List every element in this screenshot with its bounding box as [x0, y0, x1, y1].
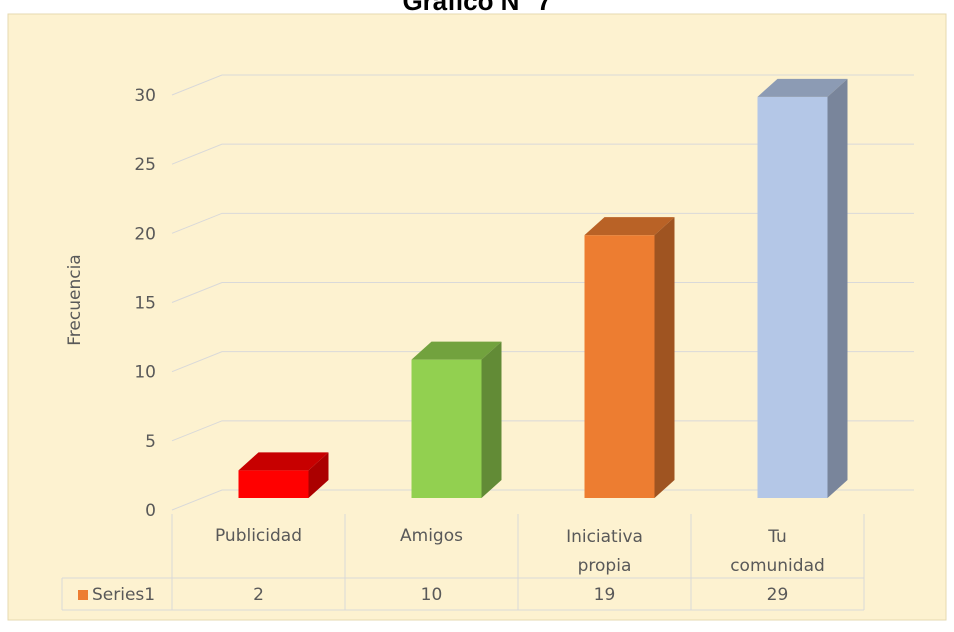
category-label: Tu comunidad: [730, 527, 825, 576]
gridline: [171, 143, 914, 165]
data-table: Series1 2 10 19 29: [61, 514, 865, 611]
table-value: 19: [594, 585, 616, 605]
bar-top-face: [238, 452, 329, 471]
gridline: [171, 420, 914, 442]
bar-side-face: [827, 78, 848, 498]
y-tick-label: 0: [145, 501, 156, 521]
bar-front-face: [411, 359, 482, 498]
bar-top-face: [757, 78, 848, 97]
table-value: 10: [421, 585, 443, 605]
y-tick-label: 25: [134, 155, 156, 175]
category-label: Amigos: [400, 526, 463, 546]
chart-title: Gráfico N° 7: [402, 0, 551, 16]
gridline: [171, 212, 914, 234]
y-tick-label: 20: [134, 224, 156, 244]
bar-top-face: [584, 217, 675, 236]
bar: [584, 217, 675, 498]
category-label: Iniciativa propia: [566, 527, 643, 576]
bars: [238, 78, 848, 498]
y-tick-labels: 0 5 10 15 20 25 30: [134, 86, 156, 521]
bar-side-face: [308, 452, 329, 498]
category-labels: Publicidad Amigos Iniciativa propia Tu comuni…: [215, 526, 825, 576]
bar-top-face: [411, 341, 502, 360]
bar-front-face: [238, 470, 309, 498]
category-label: Publicidad: [215, 526, 302, 546]
y-tick-label: 5: [145, 432, 156, 452]
table-value: 29: [767, 585, 789, 605]
bar: [238, 452, 329, 498]
bar-side-face: [654, 217, 675, 498]
gridline: [171, 282, 914, 303]
bar: [757, 78, 848, 498]
gridline: [171, 351, 914, 373]
y-axis-label: Frecuencia: [65, 254, 85, 345]
y-tick-label: 10: [134, 363, 156, 383]
series-name: Series1: [92, 585, 155, 605]
y-tick-label: 30: [134, 86, 156, 106]
bar-side-face: [481, 341, 502, 498]
legend-key: [78, 590, 88, 600]
gridlines: [171, 74, 914, 511]
table-value: 2: [253, 585, 264, 605]
bar-front-face: [584, 235, 655, 498]
bar-front-face: [757, 96, 828, 498]
gridline: [171, 489, 914, 511]
y-tick-label: 15: [134, 294, 156, 314]
bar: [411, 341, 502, 498]
gridline: [171, 74, 914, 96]
